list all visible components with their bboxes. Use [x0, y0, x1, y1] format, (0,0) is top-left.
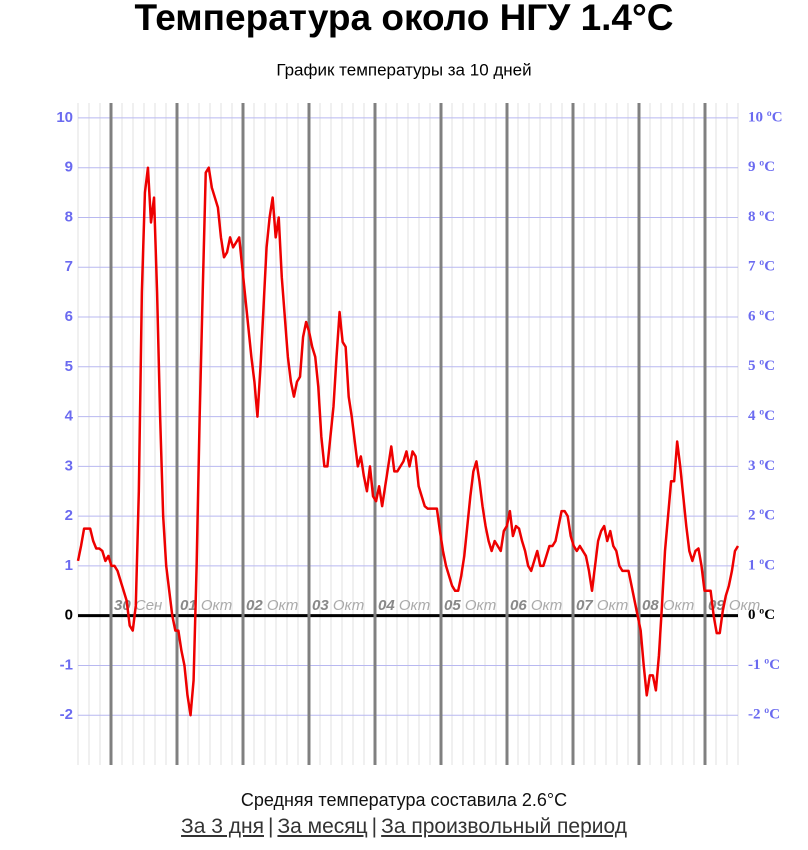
day-label: 07 Окт [576, 597, 628, 614]
temperature-line [76, 166, 740, 717]
link-separator: | [267, 815, 274, 838]
day-label: 01 Окт [180, 597, 232, 614]
day-month: Окт [201, 597, 232, 614]
y2-tick-label: 6 ºC [748, 308, 775, 324]
day-label: 30 Сен [114, 597, 162, 614]
y2-tick-label: 10 ºC [748, 109, 783, 125]
day-month: Окт [729, 597, 760, 614]
y2-tick-label: 3 ºC [748, 458, 775, 474]
y-tick-label: 5 [65, 358, 73, 375]
y2-tick-label: 0 ºC [748, 607, 775, 623]
day-number: 05 [444, 597, 461, 614]
day-label: 09 Окт [708, 597, 760, 614]
day-label: 03 Окт [312, 597, 364, 614]
chart-subtitle: График температуры за 10 дней [276, 60, 531, 79]
day-number: 03 [312, 597, 329, 614]
period-link[interactable]: За произвольный период [381, 815, 627, 838]
day-month: Сен [135, 597, 162, 614]
day-number: 02 [246, 597, 263, 614]
day-number: 04 [378, 597, 395, 614]
day-label: 06 Окт [510, 597, 562, 614]
y2-tick-label: 9 ºC [748, 159, 775, 175]
day-month: Окт [531, 597, 562, 614]
y2-tick-label: -1 ºC [748, 657, 780, 673]
y2-tick-label: -2 ºC [748, 707, 780, 723]
day-label: 05 Окт [444, 597, 496, 614]
links: За 3 дня | За месяц | За произвольный период [0, 815, 808, 839]
y2-tick-label: 8 ºC [748, 209, 775, 225]
y2-tick-label: 5 ºC [748, 358, 775, 374]
y-tick-label: 6 [65, 308, 73, 325]
day-number: 06 [510, 597, 527, 614]
day-label: 08 Окт [642, 597, 694, 614]
y2-tick-label: 7 ºC [748, 259, 775, 275]
y2-tick-label: 2 ºC [748, 508, 775, 524]
day-label: 02 Окт [246, 597, 298, 614]
y-tick-label: 3 [65, 457, 73, 474]
y-tick-label: 4 [65, 408, 74, 425]
day-month: Окт [399, 597, 430, 614]
y-tick-label: 8 [65, 208, 73, 225]
chart: Температура около НГУ 1.4°C График темпе… [56, 0, 783, 765]
y-tick-label: 9 [65, 159, 73, 176]
y-tick-label: 10 [56, 109, 73, 126]
link-separator: | [371, 815, 378, 838]
y2-tick-label: 1 ºC [748, 557, 775, 573]
chart-title: Температура около НГУ 1.4°C [134, 0, 673, 38]
day-month: Окт [465, 597, 496, 614]
y-tick-label: 2 [65, 507, 73, 524]
day-number: 08 [642, 597, 659, 614]
y-tick-label: -2 [60, 706, 73, 723]
y-tick-label: -1 [60, 656, 73, 673]
day-number: 01 [180, 597, 197, 614]
day-month: Окт [663, 597, 694, 614]
day-number: 07 [576, 597, 593, 614]
day-label: 04 Окт [378, 597, 430, 614]
period-link[interactable]: За месяц [277, 815, 368, 838]
mean-text: Средняя температура составила 2.6°C [240, 790, 568, 810]
y-tick-label: 7 [65, 258, 73, 275]
day-month: Окт [597, 597, 628, 614]
day-month: Окт [267, 597, 298, 614]
y2-tick-label: 4 ºC [748, 408, 775, 424]
day-month: Окт [333, 597, 364, 614]
y-tick-label: 1 [65, 557, 73, 574]
period-link[interactable]: За 3 дня [181, 815, 264, 838]
y-tick-label: 0 [65, 607, 73, 624]
